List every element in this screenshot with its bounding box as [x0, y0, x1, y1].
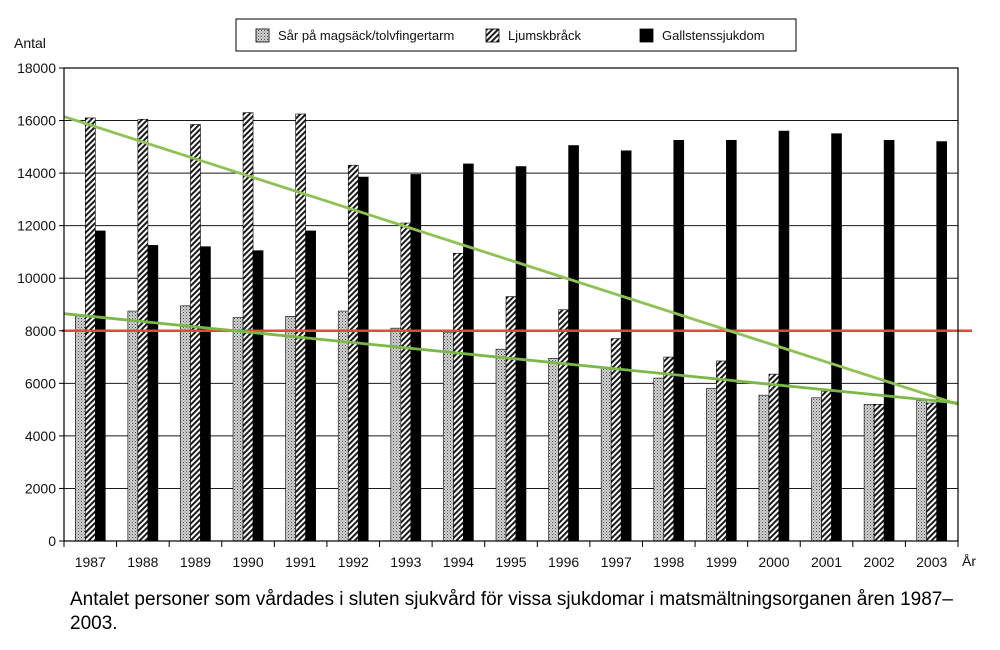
- x-tick-label: 1988: [127, 554, 158, 570]
- plot-frame: [63, 67, 959, 542]
- legend-label: Sår på magsäck/tolvfingertarm: [278, 28, 454, 43]
- bar-ljumskbrack-1994: [453, 252, 464, 542]
- legend-label: Ljumskbråck: [508, 28, 581, 43]
- x-tick-label: 1989: [180, 554, 211, 570]
- bar-sar-magsack-1995: [495, 348, 507, 542]
- bar-ljumskbrack-2000: [768, 373, 780, 542]
- bar-sar-magsack-1987: [74, 314, 86, 542]
- x-tick-label: 1991: [285, 554, 316, 570]
- legend-swatch: [255, 28, 270, 43]
- bar-sar-magsack-2002: [863, 404, 875, 542]
- y-tick-label: 18000: [17, 60, 56, 76]
- bar-gallstenssjukdom-1996: [568, 145, 579, 542]
- y-tick-label: 0: [48, 533, 56, 549]
- bar-ljumskbrack-2001: [821, 390, 832, 542]
- x-tick-label: 1997: [601, 554, 632, 570]
- y-tick-label: 16000: [17, 113, 56, 129]
- y-axis-title: Antal: [14, 35, 46, 51]
- caption: Antalet personer som vårdades i sluten s…: [70, 589, 953, 634]
- bar-gallstenssjukdom-2003: [936, 141, 948, 542]
- bar-gallstenssjukdom-1995: [515, 166, 527, 542]
- axes: 0 2000 4000 6000 8000 10000 12000 14000 16000 180…: [17, 60, 959, 570]
- bar-gallstenssjukdom-1988: [147, 245, 159, 542]
- x-tick-label: 1996: [548, 554, 579, 570]
- bar-gallstenssjukdom-1997: [620, 150, 632, 542]
- bar-gallstenssjukdom-2002: [883, 139, 895, 542]
- bars: [74, 112, 948, 542]
- trend-line-2: [63, 312, 959, 405]
- legend-swatch: [485, 28, 500, 43]
- y-tick-label: 2000: [25, 480, 56, 496]
- y-tick-label: 14000: [17, 165, 56, 181]
- x-tick-label: 2002: [864, 554, 895, 570]
- y-tick-label: 10000: [17, 270, 56, 286]
- bar-ljumskbrack-2003: [926, 402, 938, 542]
- x-tick-label: 2001: [811, 554, 842, 570]
- legend: Sår på magsäck/tolvfingertarm Ljumskbråck…: [235, 18, 797, 52]
- bar-sar-magsack-2003: [916, 400, 928, 542]
- bar-gallstenssjukdom-1999: [726, 139, 737, 542]
- x-tick-label: 1999: [706, 554, 737, 570]
- bar-ljumskbrack-1989: [190, 124, 201, 542]
- bar-sar-magsack-1994: [443, 331, 454, 542]
- x-tick-label: 2000: [758, 554, 789, 570]
- bar-gallstenssjukdom-1998: [673, 139, 685, 542]
- legend-label: Gallstenssjukdom: [662, 28, 765, 43]
- bar-gallstenssjukdom-1987: [94, 230, 106, 542]
- trend-line-1: [63, 115, 959, 406]
- bar-ljumskbrack-1992: [347, 164, 359, 542]
- x-tick-label: 2003: [916, 554, 947, 570]
- y-tick-label: 8000: [25, 323, 56, 339]
- bar-ljumskbrack-1993: [400, 222, 412, 542]
- overlays: [62, 115, 972, 406]
- bar-gallstenssjukdom-1991: [305, 230, 316, 542]
- y-tick-label: 12000: [17, 218, 56, 234]
- x-tick-label: 1995: [495, 554, 526, 570]
- bar-gallstenssjukdom-2000: [778, 130, 790, 542]
- bar-sar-magsack-2000: [758, 394, 770, 542]
- bar-ljumskbrack-1998: [663, 356, 675, 542]
- bar-gallstenssjukdom-1989: [200, 246, 211, 542]
- bar-ljumskbrack-1999: [716, 360, 727, 542]
- bar-sar-magsack-1993: [390, 327, 402, 542]
- y-tick-label: 6000: [25, 375, 56, 391]
- bar-ljumskbrack-1991: [295, 113, 306, 542]
- legend-swatch: [639, 28, 654, 43]
- bar-sar-magsack-1996: [548, 358, 559, 542]
- x-tick-label: 1994: [443, 554, 474, 570]
- bar-ljumskbrack-1995: [505, 296, 517, 542]
- bar-sar-magsack-1991: [285, 316, 296, 542]
- bar-sar-magsack-1998: [653, 377, 665, 542]
- y-tick-label: 4000: [25, 428, 56, 444]
- bar-ljumskbrack-1996: [558, 309, 569, 542]
- x-tick-label: 1987: [75, 554, 106, 570]
- x-tick-label: 1993: [390, 554, 421, 570]
- x-axis-title: År: [962, 553, 976, 569]
- bar-sar-magsack-1997: [600, 367, 612, 542]
- bar-gallstenssjukdom-2001: [831, 133, 842, 542]
- x-tick-label: 1998: [653, 554, 684, 570]
- x-tick-label: 1990: [232, 554, 263, 570]
- bar-sar-magsack-1990: [232, 317, 244, 542]
- legend-box: [235, 18, 797, 52]
- bar-ljumskbrack-1987: [84, 117, 96, 542]
- bar-gallstenssjukdom-1990: [252, 250, 264, 542]
- bar-gallstenssjukdom-1992: [357, 176, 369, 542]
- bar-sar-magsack-1999: [706, 388, 717, 542]
- bar-sar-magsack-1989: [180, 305, 191, 542]
- bar-ljumskbrack-2002: [873, 404, 885, 542]
- bar-sar-magsack-1992: [337, 310, 349, 542]
- bar-sar-magsack-2001: [811, 397, 822, 542]
- x-tick-label: 1992: [338, 554, 369, 570]
- bar-sar-magsack-1988: [127, 310, 139, 542]
- chart: 0 2000 4000 6000 8000 10000 12000 14000 16000 180…: [14, 18, 976, 570]
